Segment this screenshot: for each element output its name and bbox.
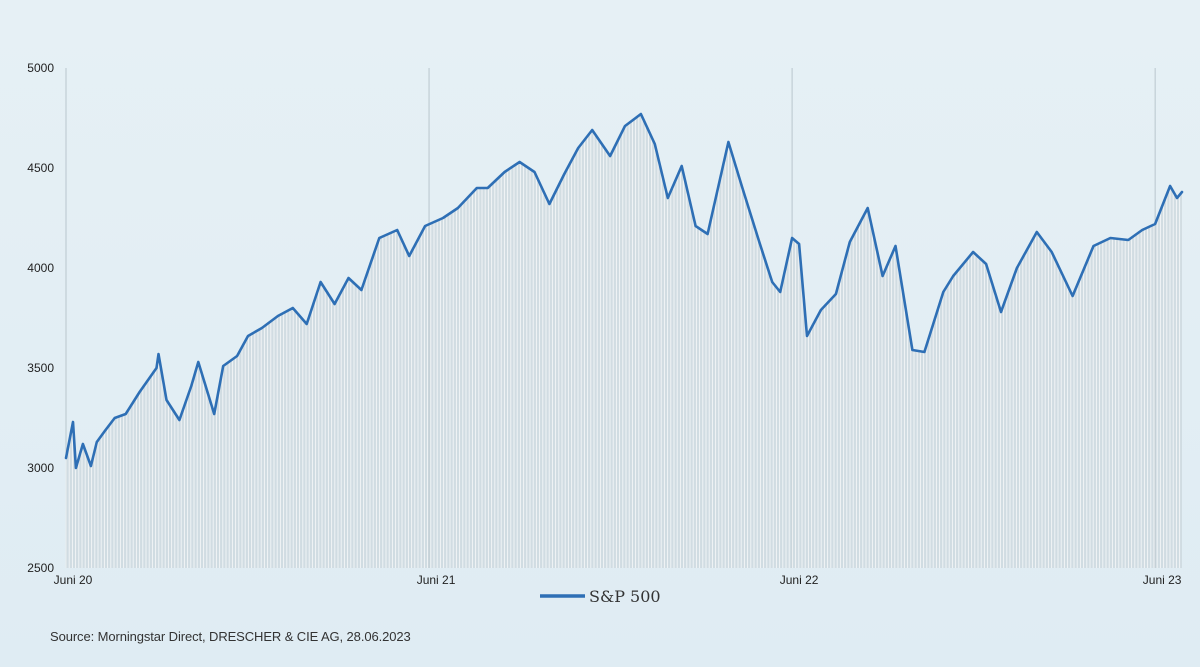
area-fill [66, 114, 1182, 568]
y-axis: 2500 3000 3500 4000 4500 5000 [27, 61, 54, 575]
series-line-sp500 [64, 112, 1184, 470]
y-tick-label-1: 3000 [27, 461, 54, 475]
y-tick-label-4: 4500 [27, 161, 54, 175]
legend-label: S&P 500 [589, 587, 661, 606]
source-note: Source: Morningstar Direct, DRESCHER & C… [50, 629, 411, 644]
y-tick-label-5: 5000 [27, 61, 54, 75]
series-line [64, 112, 1184, 470]
area-fill-path [66, 114, 1182, 568]
y-tick-label-2: 3500 [27, 361, 54, 375]
x-axis: Juni 20 Juni 21 Juni 22 Juni 23 [54, 573, 1182, 587]
legend: S&P 500 [540, 587, 661, 606]
y-tick-label-3: 4000 [27, 261, 54, 275]
x-tick-label-2: Juni 22 [780, 573, 819, 587]
area-hatch-lines [65, 115, 1181, 568]
x-tick-label-1: Juni 21 [417, 573, 456, 587]
y-tick-label-0: 2500 [27, 561, 54, 575]
area-hatching [65, 115, 1181, 568]
x-tick-label-0: Juni 20 [54, 573, 93, 587]
x-tick-label-3: Juni 23 [1143, 573, 1182, 587]
